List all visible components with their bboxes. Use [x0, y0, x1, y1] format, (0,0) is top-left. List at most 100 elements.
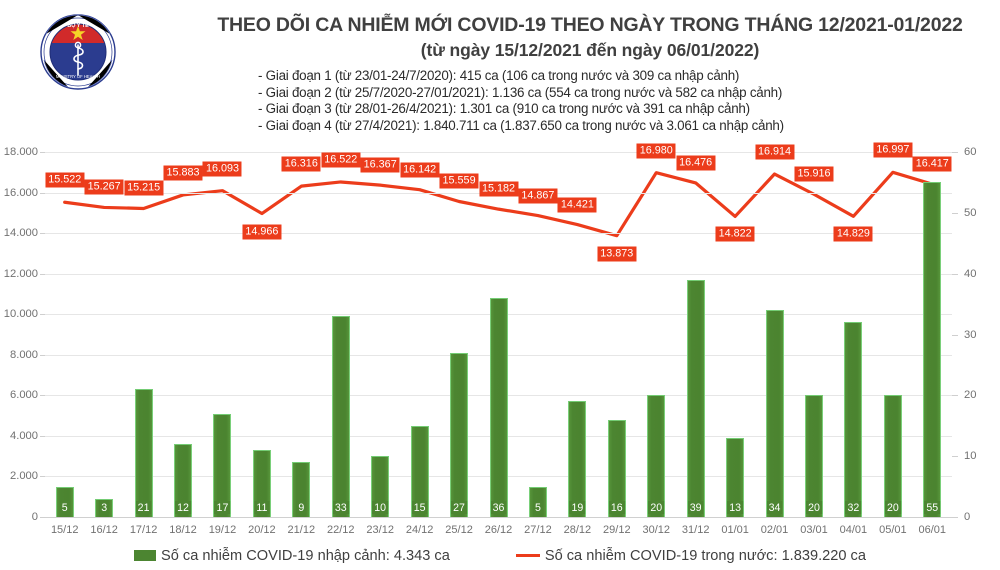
- legend-domestic-label: Số ca nhiễm COVID-19 trong nước: 1.839.2…: [544, 547, 866, 564]
- bar-imported-cases[interactable]: [450, 352, 469, 517]
- x-axis-tick-label: 03/01: [800, 524, 828, 536]
- bar-value-label: 5: [532, 501, 543, 514]
- bar-imported-cases[interactable]: [213, 413, 232, 517]
- x-axis-tick-label: 15/12: [50, 524, 79, 536]
- x-axis-tick-label: 19/12: [208, 524, 237, 536]
- y-axis-right-tick-label: 0: [964, 511, 971, 523]
- line-value-label: 16.142: [400, 162, 440, 178]
- bar-value-label: 15: [411, 501, 428, 514]
- bar-value-label: 20: [884, 501, 901, 514]
- phase-line-3: - Giai đoạn 3 (từ 28/01-26/4/2021): 1.30…: [258, 101, 750, 117]
- phase-summary-list: - Giai đoạn 1 (từ 23/01-24/7/2020): 415 …: [258, 68, 1000, 134]
- bar-value-label: 20: [648, 501, 665, 514]
- y-axis-left-tickmark: [40, 476, 45, 478]
- y-axis-left-tickmark: [40, 314, 45, 316]
- bar-value-label: 13: [727, 501, 743, 514]
- y-axis-left-tick-label: 0: [31, 511, 38, 523]
- bar-imported-cases[interactable]: [804, 395, 823, 517]
- x-axis-tick-label: 16/12: [90, 524, 118, 536]
- bar-value-label: 20: [806, 501, 822, 514]
- chart-legend: Số ca nhiễm COVID-19 nhập cảnh: 4.343 ca…: [0, 541, 1000, 570]
- line-value-label: 15.916: [794, 166, 834, 182]
- bar-imported-cases[interactable]: [568, 401, 587, 517]
- bar-value-label: 39: [687, 501, 704, 514]
- y-axis-right-tickmark: [952, 456, 958, 458]
- x-axis-tick-label: 05/01: [879, 524, 907, 536]
- y-axis-left-tick-label: 2.000: [10, 470, 38, 483]
- y-axis-right-tickmark: [952, 517, 958, 518]
- line-value-label: 15.267: [84, 179, 124, 195]
- y-axis-left-tickmark: [40, 435, 45, 437]
- y-axis-left-tick-label: 14.000: [3, 227, 38, 240]
- x-axis-tick-label: 01/01: [721, 524, 749, 536]
- y-axis-right-tick-label: 10: [964, 450, 977, 463]
- line-value-label: 16.316: [281, 156, 321, 172]
- bar-imported-cases[interactable]: [174, 444, 193, 517]
- y-axis-left-tick-label: 6.000: [10, 389, 38, 402]
- bar-imported-cases[interactable]: [331, 316, 350, 517]
- logo-bottom-text: MINISTRY OF HEALTH: [56, 74, 100, 79]
- bar-value-label: 55: [924, 501, 941, 514]
- bar-value-label: 3: [99, 501, 110, 514]
- line-value-label: 14.966: [242, 224, 282, 240]
- x-axis-tick-label: 31/12: [681, 524, 710, 536]
- bar-imported-cases[interactable]: [883, 395, 902, 517]
- bar-imported-cases[interactable]: [844, 322, 863, 517]
- legend-imported-label: Số ca nhiễm COVID-19 nhập cảnh: 4.343 ca: [161, 547, 450, 564]
- x-axis-tick-label: 06/01: [918, 524, 947, 536]
- line-value-label: 16.522: [321, 152, 361, 168]
- x-axis-tick-label: 26/12: [484, 524, 513, 536]
- line-value-label: 15.215: [124, 180, 164, 196]
- x-axis-tick-label: 21/12: [287, 524, 316, 536]
- bar-imported-cases[interactable]: [134, 389, 153, 517]
- x-axis-tick-label: 18/12: [169, 524, 197, 536]
- bar-imported-cases[interactable]: [726, 437, 745, 517]
- line-value-label: 15.883: [163, 165, 203, 181]
- bar-value-label: 33: [332, 501, 349, 514]
- phase-line-4: - Giai đoạn 4 (từ 27/4/2021): 1.840.711 …: [258, 117, 784, 133]
- chart-header: BỘ Y TẾ MINISTRY OF HEALTH THEO DÕI CA N…: [0, 0, 1000, 140]
- x-axis-tick-label: 28/12: [563, 524, 592, 536]
- x-axis-tick-label: 02/01: [760, 524, 789, 536]
- x-axis-tick-label: 22/12: [326, 524, 355, 536]
- bar-imported-cases[interactable]: [923, 182, 942, 517]
- ministry-of-health-logo: BỘ Y TẾ MINISTRY OF HEALTH: [38, 12, 118, 94]
- bar-imported-cases[interactable]: [607, 419, 626, 517]
- bar-imported-cases[interactable]: [686, 279, 705, 517]
- y-axis-right-tick-label: 50: [964, 206, 977, 219]
- line-value-label: 15.182: [478, 181, 519, 197]
- bar-imported-cases[interactable]: [252, 450, 271, 517]
- gridline: [45, 152, 952, 153]
- y-axis-left-tickmark: [40, 152, 45, 153]
- line-value-label: 16.980: [636, 143, 676, 159]
- domestic-cases-line: [63, 170, 934, 238]
- line-value-label: 15.559: [439, 173, 479, 189]
- x-axis-tick-label: 17/12: [129, 524, 158, 536]
- page-title: THEO DÕI CA NHIỄM MỚI COVID-19 THEO NGÀY…: [217, 14, 963, 36]
- bar-imported-cases[interactable]: [410, 425, 429, 517]
- plot-area: 0 2.000 4.000 6.000 8.000 10.000 12.000 14.000 1…: [4, 142, 976, 536]
- y-axis-right-tick-label: 60: [964, 146, 977, 158]
- y-axis-left-tick-label: 16.000: [3, 186, 38, 199]
- y-axis-left-tick-label: 18.000: [3, 146, 38, 158]
- line-value-label: 13.873: [597, 246, 637, 262]
- line-value-label: 16.093: [202, 161, 242, 177]
- bar-imported-cases[interactable]: [647, 395, 666, 517]
- gridline: [45, 233, 952, 235]
- gridline: [45, 273, 952, 275]
- y-axis-right-tickmark: [952, 273, 958, 275]
- line-value-label: 16.997: [873, 142, 913, 158]
- line-value-label: 16.417: [912, 156, 952, 172]
- bar-imported-cases[interactable]: [489, 298, 508, 517]
- line-value-label: 16.367: [360, 157, 400, 173]
- bar-value-label: 5: [59, 501, 70, 514]
- line-value-label: 16.914: [755, 144, 795, 160]
- page-subtitle: (từ ngày 15/12/2021 đến ngày 06/01/2022): [420, 40, 760, 60]
- bar-value-label: 19: [569, 501, 586, 514]
- y-axis-right-tickmark: [952, 212, 958, 214]
- y-axis-right-tick-label: 20: [964, 389, 977, 402]
- x-axis-tick-label: 23/12: [366, 524, 394, 536]
- bar-imported-cases[interactable]: [765, 310, 784, 517]
- x-axis-tick-label: 29/12: [603, 524, 631, 536]
